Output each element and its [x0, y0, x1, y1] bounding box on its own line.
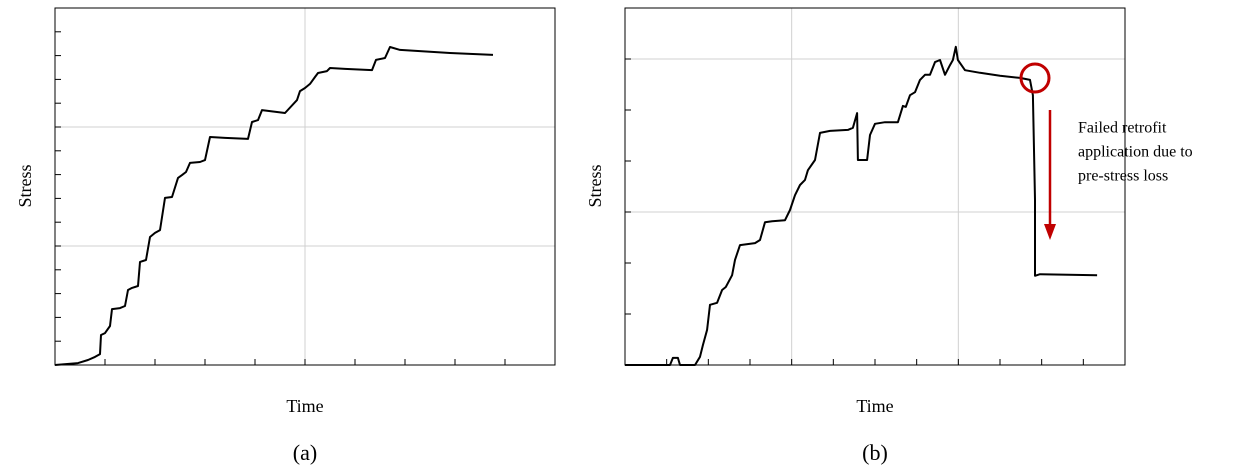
arrow-head — [1044, 224, 1056, 240]
y-axis-label: Stress — [585, 164, 605, 207]
panel-label: (b) — [862, 440, 888, 465]
plot-frame — [624, 7, 1126, 366]
annotation-text: pre-stress loss — [1078, 168, 1168, 185]
data-line — [54, 46, 494, 366]
data-line — [625, 45, 1098, 366]
x-axis-label: Time — [286, 396, 323, 416]
y-axis-label: Stress — [15, 164, 35, 207]
panel-label: (a) — [293, 440, 317, 465]
highlight-circle — [1019, 62, 1051, 94]
annotation-text: application due to — [1078, 144, 1193, 161]
annotation-text: Failed retrofit — [1078, 120, 1167, 137]
plot-frame — [54, 7, 556, 366]
x-axis-label: Time — [856, 396, 893, 416]
